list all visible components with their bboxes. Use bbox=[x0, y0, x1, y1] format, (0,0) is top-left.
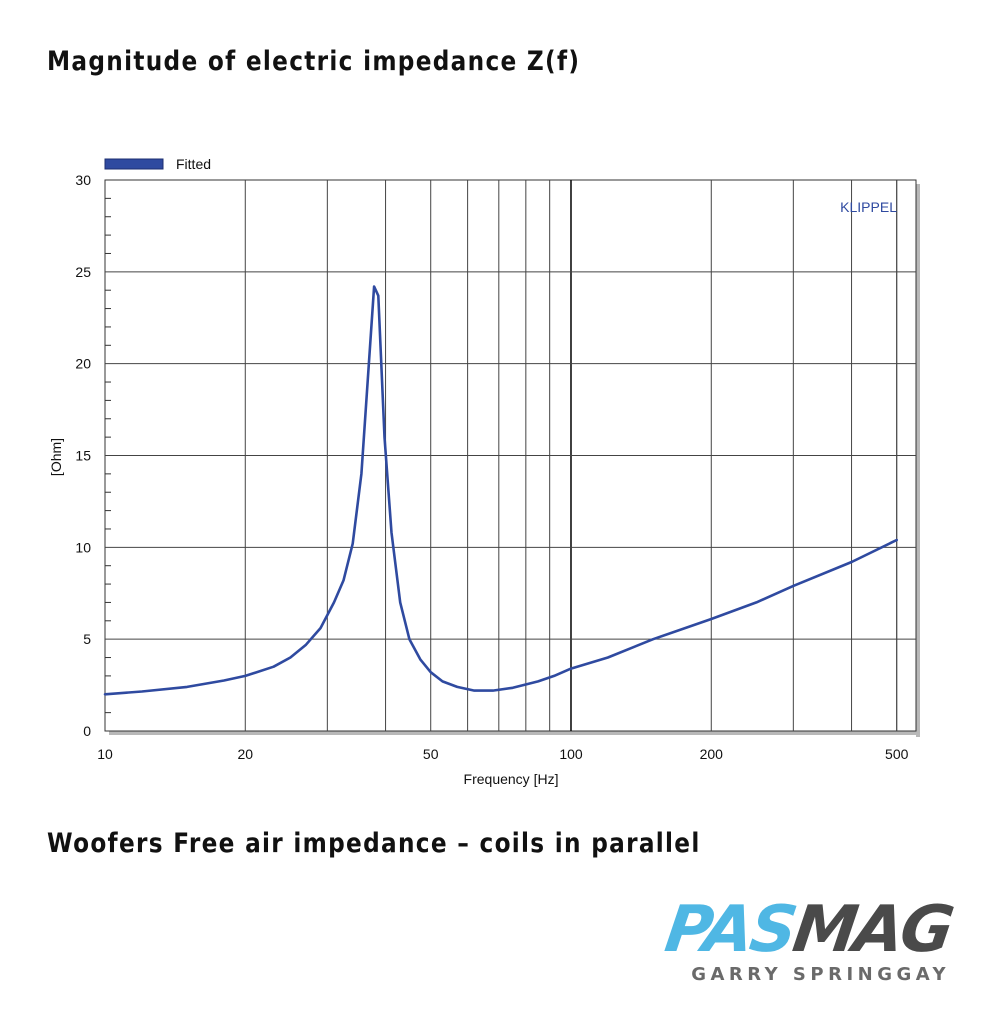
grid bbox=[105, 180, 916, 731]
legend: Fitted bbox=[104, 156, 211, 172]
legend-label: Fitted bbox=[176, 156, 211, 172]
logo-pas: PAS bbox=[660, 893, 799, 967]
y-tick-labels: 0 5 10 15 20 25 30 bbox=[75, 172, 91, 739]
plot-shadow-right bbox=[916, 184, 920, 737]
series-group bbox=[103, 285, 899, 696]
x-tick-label-10: 10 bbox=[97, 746, 113, 762]
impedance-chart: 10 20 50 100 200 500 0 5 10 15 20 25 30 Fitted KLIP… bbox=[48, 156, 920, 787]
y-tick-label-20: 20 bbox=[75, 356, 91, 372]
y-tick-label-5: 5 bbox=[83, 631, 91, 647]
x-tick-label-50: 50 bbox=[423, 746, 439, 762]
chart-caption: Woofers Free air impedance – coils in pa… bbox=[47, 828, 701, 859]
y-tick-label-0: 0 bbox=[83, 723, 91, 739]
y-tick-label-25: 25 bbox=[75, 264, 91, 280]
series-line-0 bbox=[103, 285, 899, 696]
plot-area bbox=[104, 179, 920, 737]
logo-wordmark: PASMAG bbox=[660, 893, 955, 967]
legend-swatch bbox=[104, 158, 164, 170]
y-tick-label-10: 10 bbox=[75, 539, 91, 555]
y-tick-label-15: 15 bbox=[75, 448, 91, 464]
x-axis-label: Frequency [Hz] bbox=[464, 771, 559, 787]
logo-mag: MAG bbox=[788, 893, 956, 967]
x-tick-label-500: 500 bbox=[885, 746, 909, 762]
x-tick-labels: 10 20 50 100 200 500 bbox=[97, 746, 908, 762]
pasmag-logo: PASMAG GARRY SPRINGGAY bbox=[660, 893, 955, 985]
plot-shadow-bottom bbox=[109, 731, 920, 735]
y-tick-label-30: 30 bbox=[75, 172, 91, 188]
logo-author: GARRY SPRINGGAY bbox=[691, 964, 950, 985]
x-tick-label-20: 20 bbox=[237, 746, 253, 762]
x-tick-label-100: 100 bbox=[559, 746, 583, 762]
x-tick-label-200: 200 bbox=[700, 746, 724, 762]
klippel-watermark: KLIPPEL bbox=[840, 199, 897, 215]
y-axis-label: [Ohm] bbox=[48, 438, 64, 476]
page-title: Magnitude of electric impedance Z(f) bbox=[47, 46, 581, 77]
